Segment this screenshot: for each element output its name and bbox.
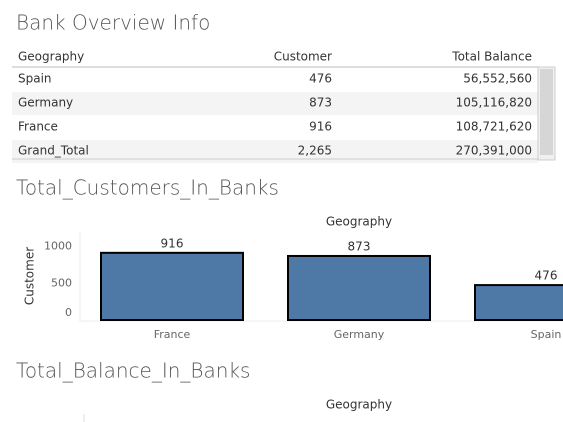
bar <box>287 254 431 321</box>
bar <box>474 284 563 321</box>
column-header: Customer <box>274 50 332 64</box>
data-label: 476 <box>535 269 558 283</box>
x-axis-title: Geography <box>326 398 392 412</box>
table-cell: 916 <box>309 120 332 134</box>
x-tick-label: Spain <box>531 328 562 341</box>
row-band <box>12 140 538 163</box>
dashboard-title: Bank Overview Info <box>16 11 210 35</box>
table-cell: Germany <box>18 96 73 110</box>
bar <box>100 251 244 321</box>
table-cell: 873 <box>309 96 332 110</box>
chart-title: Total_Balance_In_Banks <box>16 359 250 383</box>
scrollbar-thumb[interactable] <box>540 69 553 155</box>
table-cell: France <box>18 120 58 134</box>
table-cell: 56,552,560 <box>463 72 532 86</box>
data-label: 873 <box>348 239 371 253</box>
table-cell: 476 <box>309 72 332 86</box>
y-tick-label: 1000 <box>44 240 72 253</box>
row-band <box>12 92 538 115</box>
column-header: Total Balance <box>451 50 532 64</box>
table-cell: Spain <box>18 72 52 86</box>
y-tick-label: 0 <box>65 306 72 319</box>
y-tick-label: 500 <box>51 276 72 289</box>
chart-title: Total_Customers_In_Banks <box>16 176 279 200</box>
x-tick-label: France <box>154 328 191 341</box>
x-tick-label: Germany <box>334 328 385 341</box>
table-cell: 105,116,820 <box>456 96 532 110</box>
table-cell: Grand_Total <box>18 144 89 158</box>
table-cell: 2,265 <box>298 144 332 158</box>
table-cell: 108,721,620 <box>456 120 532 134</box>
y-axis-title: Customer <box>23 247 37 305</box>
x-axis-title: Geography <box>326 215 392 229</box>
column-header: Geography <box>18 50 84 64</box>
table-cell: 270,391,000 <box>456 144 532 158</box>
data-label: 916 <box>161 236 184 250</box>
